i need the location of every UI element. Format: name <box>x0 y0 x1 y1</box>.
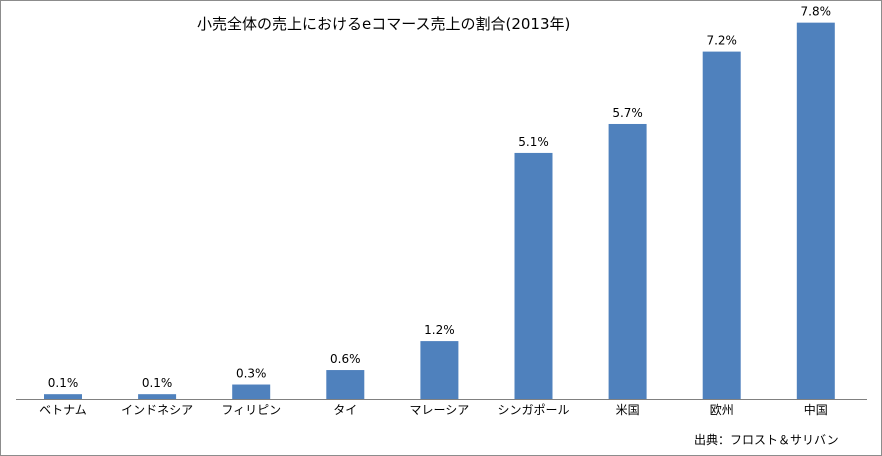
data-label: 5.7% <box>612 106 643 120</box>
data-label: 0.1% <box>142 376 173 390</box>
bar <box>608 123 647 399</box>
data-label: 1.2% <box>424 323 455 337</box>
data-label: 0.1% <box>48 376 79 390</box>
data-label: 0.6% <box>330 352 361 366</box>
bar <box>702 51 741 399</box>
x-tick-label: 中国 <box>804 402 828 417</box>
data-label: 0.3% <box>236 367 267 381</box>
x-tick-label: マレーシア <box>410 403 470 417</box>
x-tick-label: 米国 <box>616 403 640 417</box>
data-label: 5.1% <box>518 135 549 149</box>
bar <box>326 370 365 399</box>
x-tick-label: インドネシア <box>121 403 193 417</box>
bar <box>514 152 553 399</box>
x-tick-label: タイ <box>333 403 357 417</box>
x-tick-label: ベトナム <box>39 403 87 417</box>
chart-title: 小売全体の売上におけるeコマース売上の割合(2013年) <box>197 15 571 33</box>
bar <box>420 341 459 399</box>
data-label: 7.2% <box>706 34 737 48</box>
data-label: 7.8% <box>801 5 832 19</box>
x-tick-label: シンガポール <box>497 403 569 417</box>
bar <box>232 384 271 399</box>
bar <box>44 394 82 399</box>
bar <box>138 394 177 399</box>
x-tick-label: フィリピン <box>221 403 281 417</box>
source-note: 出典：フロスト＆サリバン <box>694 433 839 447</box>
bar <box>796 22 835 400</box>
x-tick-label: 欧州 <box>710 403 734 417</box>
